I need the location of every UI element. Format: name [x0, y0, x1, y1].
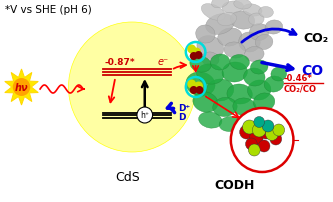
- Circle shape: [194, 52, 202, 60]
- Ellipse shape: [234, 0, 251, 10]
- Circle shape: [262, 120, 274, 132]
- Circle shape: [258, 140, 270, 152]
- Ellipse shape: [271, 68, 287, 82]
- Ellipse shape: [193, 92, 218, 113]
- Ellipse shape: [227, 85, 252, 104]
- Circle shape: [245, 138, 257, 150]
- Text: e⁻: e⁻: [158, 57, 168, 67]
- Circle shape: [190, 87, 197, 95]
- Ellipse shape: [230, 55, 249, 70]
- Circle shape: [187, 80, 196, 89]
- Ellipse shape: [249, 24, 269, 41]
- Ellipse shape: [253, 94, 275, 112]
- Circle shape: [195, 87, 203, 95]
- Ellipse shape: [243, 69, 265, 87]
- Ellipse shape: [222, 2, 243, 14]
- Text: D⁺: D⁺: [178, 103, 190, 113]
- Ellipse shape: [197, 65, 224, 85]
- Circle shape: [254, 117, 265, 128]
- Circle shape: [13, 79, 30, 97]
- Text: h⁺: h⁺: [140, 111, 149, 120]
- Ellipse shape: [201, 53, 219, 67]
- Circle shape: [240, 125, 253, 139]
- Text: *V vs SHE (pH 6): *V vs SHE (pH 6): [5, 5, 92, 15]
- Text: -0.87*: -0.87*: [105, 58, 135, 67]
- Text: CODH: CODH: [214, 178, 255, 191]
- Text: D: D: [178, 113, 185, 121]
- Circle shape: [192, 48, 201, 57]
- Ellipse shape: [206, 80, 234, 102]
- Ellipse shape: [213, 98, 237, 117]
- Text: CO₂/CO: CO₂/CO: [284, 84, 317, 93]
- Ellipse shape: [224, 43, 245, 59]
- Circle shape: [69, 23, 195, 152]
- Ellipse shape: [197, 36, 224, 59]
- Text: CO: CO: [301, 64, 323, 78]
- Circle shape: [249, 131, 263, 145]
- Ellipse shape: [247, 81, 271, 101]
- Circle shape: [270, 133, 282, 145]
- Ellipse shape: [248, 14, 264, 26]
- Circle shape: [194, 82, 203, 91]
- Circle shape: [137, 107, 153, 123]
- Ellipse shape: [250, 61, 268, 75]
- Text: CdS: CdS: [115, 170, 140, 183]
- Text: hν: hν: [15, 83, 28, 93]
- Ellipse shape: [218, 29, 242, 47]
- Circle shape: [187, 45, 196, 54]
- Ellipse shape: [206, 15, 234, 35]
- Ellipse shape: [201, 5, 225, 21]
- Ellipse shape: [222, 63, 247, 83]
- Ellipse shape: [243, 5, 262, 17]
- Text: -0.46*: -0.46*: [284, 74, 312, 83]
- Ellipse shape: [244, 47, 264, 62]
- Ellipse shape: [190, 57, 211, 73]
- Ellipse shape: [210, 55, 230, 71]
- Circle shape: [190, 53, 197, 61]
- Circle shape: [265, 128, 278, 141]
- Ellipse shape: [211, 0, 229, 9]
- Circle shape: [231, 108, 293, 172]
- Ellipse shape: [264, 77, 284, 93]
- Ellipse shape: [217, 13, 237, 26]
- Circle shape: [259, 125, 273, 139]
- Ellipse shape: [255, 109, 273, 123]
- Ellipse shape: [255, 35, 273, 50]
- Circle shape: [248, 144, 260, 156]
- Circle shape: [242, 120, 256, 134]
- Ellipse shape: [259, 7, 273, 18]
- Ellipse shape: [186, 73, 215, 97]
- Text: CO₂: CO₂: [303, 31, 328, 44]
- Ellipse shape: [271, 118, 287, 131]
- Ellipse shape: [233, 98, 256, 117]
- Ellipse shape: [240, 115, 259, 129]
- Ellipse shape: [219, 117, 240, 132]
- Ellipse shape: [239, 33, 260, 53]
- Ellipse shape: [265, 21, 283, 35]
- Ellipse shape: [196, 26, 215, 44]
- Circle shape: [252, 123, 266, 137]
- Ellipse shape: [199, 112, 222, 128]
- Ellipse shape: [230, 12, 255, 30]
- Polygon shape: [5, 70, 38, 105]
- Circle shape: [273, 124, 285, 136]
